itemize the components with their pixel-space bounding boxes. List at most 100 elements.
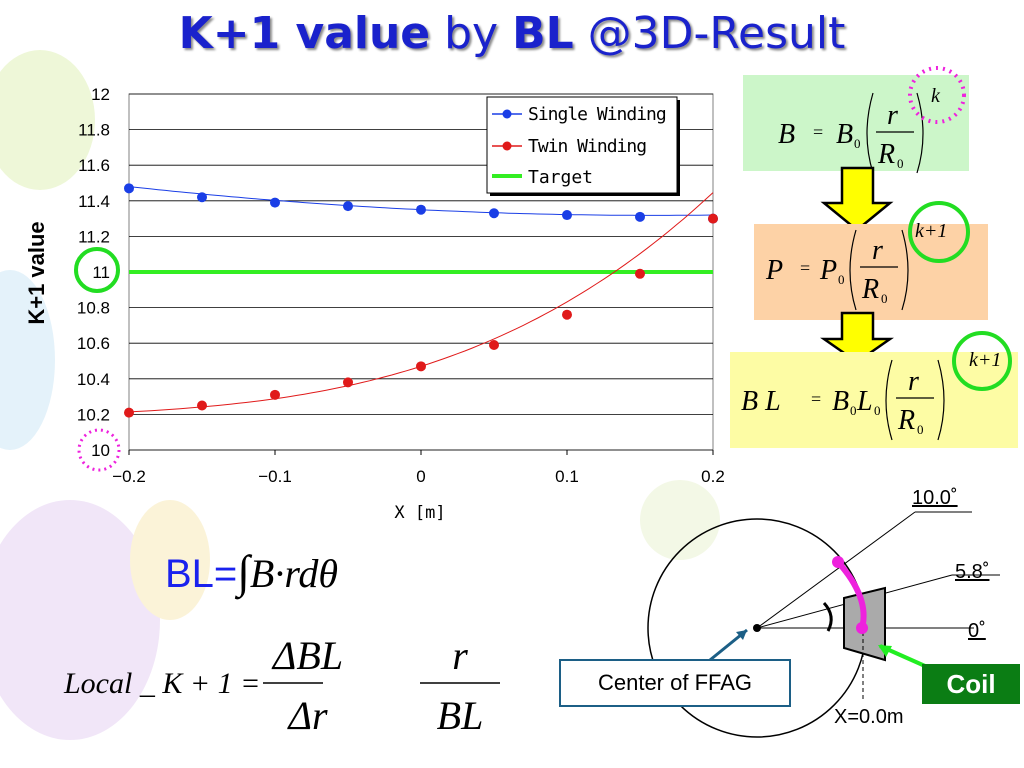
coil-label: Coil <box>922 664 1020 704</box>
series-twin-point <box>270 389 280 400</box>
x-tick-labels: −0.2 −0.1 0 0.1 0.2 <box>112 467 725 486</box>
bl-eq-den: R <box>897 405 915 436</box>
series-single-point <box>489 208 499 219</box>
legend-twin-label: Twin Winding <box>528 136 646 157</box>
y-tick-label: 10.4 <box>77 370 110 389</box>
y-tick-label: 10.2 <box>77 405 110 424</box>
b-eq-lhs: B <box>778 119 795 150</box>
p-eq-den-sub: 0 <box>881 291 888 306</box>
p-eq-num: r <box>872 235 883 266</box>
series-twin-point <box>708 213 718 224</box>
y-tick-label: 11.4 <box>78 192 110 211</box>
series-twin-point <box>124 407 134 418</box>
label-5-8deg: 5.8˚ <box>955 561 990 583</box>
p-eq-lhs: P <box>765 255 783 286</box>
y-tick-label: 11.6 <box>78 156 110 175</box>
center-pointer-head <box>736 630 747 640</box>
label-10deg: 10.0˚ <box>912 487 958 509</box>
bl-eq-den-sub: 0 <box>917 422 924 437</box>
p-eq-den: R <box>861 274 879 305</box>
arc-start-dot <box>832 556 844 568</box>
integral-sign: ∫ <box>237 546 250 597</box>
series-single-point <box>343 201 353 212</box>
p-eq-rparen <box>901 229 909 311</box>
y-tick-labels: 10 10.2 10.4 10.6 10.8 11 11.2 11.4 11.6 11.8 12 <box>77 85 110 460</box>
bl-eq-l0: L <box>856 386 873 417</box>
p-eq-eq: = <box>800 258 810 278</box>
k1-chart: 10 10.2 10.4 10.6 10.8 11 11.2 11.4 11.6 11.8 12 −… <box>74 85 725 523</box>
title-part4: @3D-Result <box>573 8 846 59</box>
angle-marker <box>822 601 833 632</box>
bl-eq-num: r <box>908 366 919 397</box>
x-position-label: X=0.0m <box>834 706 904 728</box>
bl-eq-lhs: B L <box>741 386 781 417</box>
b-eq-box <box>743 75 969 171</box>
bl-eq-b0: B <box>832 386 849 417</box>
local-k-lhs: Local _ K + 1 = <box>63 667 260 700</box>
formula-panel: B = B 0 r R 0 k P = P 0 r R 0 k+1 B L = … <box>730 66 1018 448</box>
legend-twin-marker <box>502 141 512 151</box>
series-twin-point <box>489 339 499 350</box>
b-eq-rparen <box>916 92 924 174</box>
bl-eq-box <box>730 352 1018 448</box>
series-twin-point <box>416 361 426 372</box>
label-0deg: 0˚ <box>968 620 986 642</box>
series-group <box>124 183 718 418</box>
legend-target-label: Target <box>528 167 593 188</box>
series-single-point <box>416 204 426 215</box>
series-twin-point <box>197 400 207 411</box>
p-eq-lparen <box>849 229 857 311</box>
arrow-down-2 <box>820 311 894 364</box>
series-single-point <box>635 211 645 222</box>
series-twin-point <box>562 309 572 320</box>
y-tick-label: 11.8 <box>78 121 110 140</box>
local-k-num2: r <box>452 633 468 678</box>
series-single-point <box>562 210 572 221</box>
slide-title: K+1 value by BL @3D-Result <box>0 8 1024 59</box>
y-tick-label: 10.8 <box>77 299 110 318</box>
bl-integral-formula: BL=∫B·rdθ <box>165 545 338 598</box>
b-eq-lparen <box>866 92 874 174</box>
k-highlight-circle <box>908 66 966 124</box>
bl-eq-exp: k+1 <box>969 349 1001 371</box>
local-k-num1: ΔBL <box>271 633 343 678</box>
x-tick-label: 0 <box>416 467 425 486</box>
y-tick-label: 11.2 <box>78 227 110 246</box>
b-eq-exp: k <box>931 85 941 107</box>
bl-eq-rparen <box>937 359 945 441</box>
arrow-down-1 <box>820 166 894 232</box>
y-tick-label: 10.6 <box>77 334 110 353</box>
b-eq-b0-sub: 0 <box>854 136 861 151</box>
x-tick-label: −0.2 <box>112 467 146 486</box>
bl-integral-prefix: BL= <box>165 552 238 596</box>
b-eq-num: r <box>887 100 898 131</box>
x-tick-label: 0.1 <box>555 467 579 486</box>
x-tick-label: 0.2 <box>701 467 725 486</box>
p-eq-exp: k+1 <box>915 220 947 242</box>
y-tick-label: 11 <box>92 263 110 282</box>
bl-eq-l0-sub: 0 <box>874 403 881 418</box>
p-eq-p0-sub: 0 <box>838 272 845 287</box>
x-tick-label: −0.1 <box>258 467 292 486</box>
p-eq-p0: P <box>819 255 837 286</box>
coil-pointer-head <box>878 645 892 657</box>
circle-10-highlight <box>77 428 121 472</box>
bl-eq-lparen <box>885 359 893 441</box>
bl-integral-body: B·rdθ <box>249 551 339 596</box>
series-twin-point <box>343 377 353 388</box>
y-axis-title: K+1 value <box>24 221 49 325</box>
legend-single-marker <box>502 109 512 119</box>
arc-end-dot <box>856 622 868 634</box>
y-tick-label: 12 <box>91 85 110 104</box>
bl-eq-eq: = <box>811 389 821 409</box>
series-single-point <box>270 197 280 208</box>
legend-single-label: Single Winding <box>528 104 666 125</box>
bl-exp-highlight-circle <box>952 331 1012 391</box>
series-single-point <box>197 192 207 203</box>
center-of-ffag-label: Center of FFAG <box>559 659 791 707</box>
local-k-den2: BL <box>437 693 484 738</box>
p-eq-box <box>754 224 988 320</box>
b-eq-eq: = <box>813 122 823 142</box>
local-k-formula: Local _ K + 1 = ΔBL Δr r BL <box>63 633 500 738</box>
